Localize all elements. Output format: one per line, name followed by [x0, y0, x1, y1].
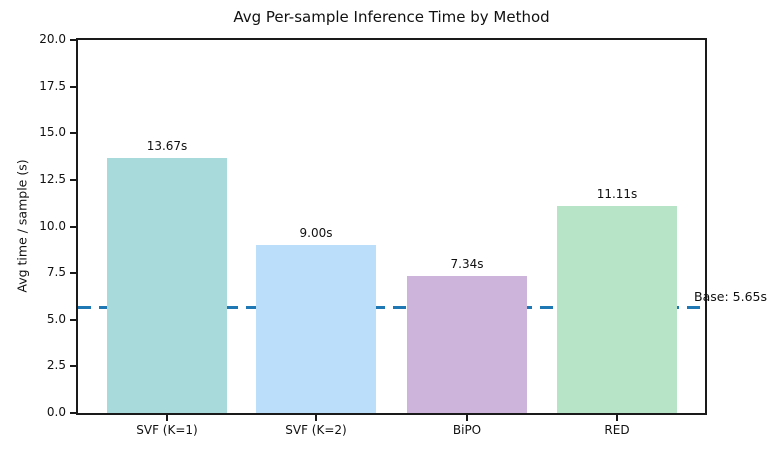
y-tick-label: 15.0 — [39, 125, 66, 140]
y-tick-label: 20.0 — [39, 32, 66, 46]
x-tick-label: RED — [604, 423, 630, 437]
x-tick-mark — [166, 415, 168, 421]
x-tick-label: SVF (K=2) — [285, 423, 347, 437]
y-tick-label: 12.5 — [39, 171, 66, 186]
plot-area: Base: 5.65s 0.0 2.5 5.0 7.5 10.0 12.5 15.0 17.5… — [39, 32, 767, 437]
y-tick-label: 5.0 — [46, 311, 66, 326]
x-tick-mark — [466, 415, 468, 421]
bar-svf-k-2- — [256, 245, 376, 413]
y-tick-mark — [70, 225, 76, 228]
chart-title: Avg Per-sample Inference Time by Method — [233, 8, 550, 26]
x-tick-label: SVF (K=1) — [136, 423, 198, 437]
y-tick-label: 17.5 — [39, 78, 66, 93]
bar-value-label: 13.67s — [146, 139, 188, 153]
baseline-label: Base: 5.65s — [694, 289, 767, 304]
y-axis-label: Avg time / sample (s) — [14, 159, 30, 293]
bar-value-label: 7.34s — [450, 257, 484, 271]
y-tick-mark — [70, 318, 76, 321]
y-tick-mark — [70, 412, 76, 414]
bar-bipo — [407, 276, 527, 413]
y-tick-label: 7.5 — [46, 265, 66, 280]
y-tick-mark — [70, 85, 76, 88]
y-tick-mark — [70, 272, 76, 275]
y-tick-mark — [70, 132, 76, 135]
y-tick-label: 2.5 — [46, 358, 66, 373]
bar-red — [557, 206, 677, 413]
baseline-line — [78, 306, 705, 309]
y-tick-mark — [70, 365, 76, 368]
bar-value-label: 11.11s — [596, 187, 638, 201]
x-tick-label: BiPO — [452, 423, 482, 437]
x-tick-mark — [616, 415, 618, 421]
y-tick-label: 0.0 — [46, 405, 66, 419]
x-tick-mark — [315, 415, 317, 421]
bar-value-label: 9.00s — [299, 226, 333, 240]
y-tick-mark — [70, 178, 76, 181]
y-tick-label: 10.0 — [39, 218, 66, 233]
y-tick-mark — [70, 39, 76, 41]
bar-svf-k-1- — [107, 158, 227, 413]
